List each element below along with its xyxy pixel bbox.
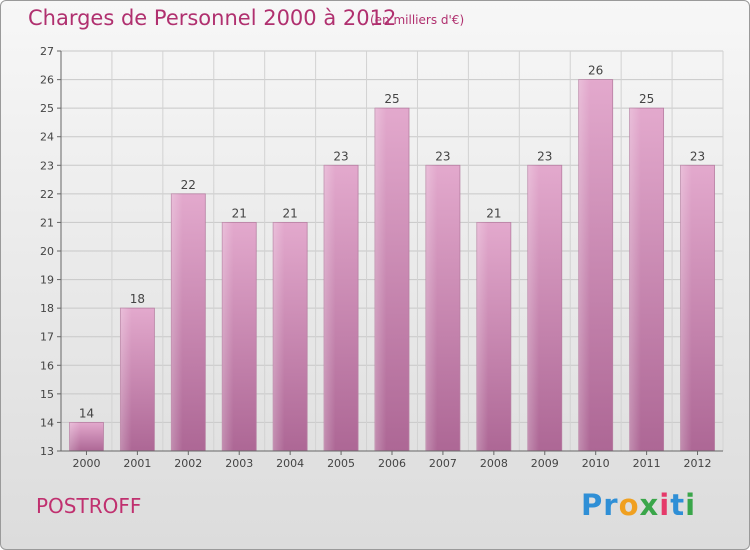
logo-letter: i bbox=[659, 488, 671, 522]
x-tick-label: 2000 bbox=[72, 457, 100, 470]
bar-highlight bbox=[273, 222, 285, 451]
bar-highlight bbox=[578, 79, 591, 452]
logo-letter: i bbox=[685, 488, 697, 522]
chart-subtitle: (en milliers d'€) bbox=[370, 13, 465, 27]
value-label: 26 bbox=[588, 64, 603, 78]
y-tick-label: 27 bbox=[40, 45, 54, 58]
x-tick-label: 2002 bbox=[174, 457, 202, 470]
y-tick-label: 22 bbox=[40, 188, 54, 201]
x-tick-label: 2007 bbox=[429, 457, 457, 470]
x-tick-label: 2009 bbox=[531, 457, 559, 470]
bar-highlight bbox=[120, 308, 132, 451]
x-tick-label: 2010 bbox=[582, 457, 610, 470]
bar-highlight bbox=[476, 222, 489, 451]
y-tick-label: 16 bbox=[40, 359, 54, 372]
x-tick-label: 2001 bbox=[123, 457, 151, 470]
value-label: 23 bbox=[537, 149, 552, 163]
proxiti-logo: Proxiti bbox=[581, 488, 696, 522]
value-label: 23 bbox=[690, 149, 705, 163]
logo-letter: t bbox=[670, 488, 686, 522]
value-label: 25 bbox=[639, 92, 654, 106]
bar-highlight bbox=[629, 108, 641, 452]
y-tick-label: 21 bbox=[40, 216, 54, 229]
bar-highlight bbox=[375, 108, 387, 452]
bar-highlight bbox=[222, 222, 234, 451]
value-label: 23 bbox=[333, 149, 348, 163]
bar-highlight bbox=[171, 193, 183, 451]
y-tick-label: 18 bbox=[40, 302, 54, 315]
value-label: 22 bbox=[181, 178, 196, 192]
y-tick-label: 17 bbox=[40, 331, 54, 344]
x-tick-label: 2011 bbox=[633, 457, 661, 470]
logo-letter: x bbox=[639, 488, 660, 522]
bar-highlight bbox=[69, 422, 81, 451]
logo-letter: o bbox=[618, 488, 640, 522]
logo-letter: P bbox=[581, 488, 604, 522]
y-tick-label: 24 bbox=[40, 131, 54, 144]
chart-title: Charges de Personnel 2000 à 2012 bbox=[28, 6, 397, 30]
value-label: 18 bbox=[130, 292, 145, 306]
y-tick-label: 20 bbox=[40, 245, 54, 258]
logo-letter: r bbox=[603, 488, 619, 522]
x-tick-label: 2003 bbox=[225, 457, 253, 470]
y-tick-label: 26 bbox=[40, 74, 54, 87]
x-tick-label: 2008 bbox=[480, 457, 508, 470]
bar-highlight bbox=[680, 165, 692, 452]
value-label: 21 bbox=[283, 206, 298, 220]
y-tick-label: 15 bbox=[40, 388, 54, 401]
x-tick-label: 2006 bbox=[378, 457, 406, 470]
y-tick-label: 19 bbox=[40, 274, 54, 287]
y-tick-label: 23 bbox=[40, 159, 54, 172]
value-label: 23 bbox=[435, 149, 450, 163]
x-tick-label: 2012 bbox=[684, 457, 712, 470]
y-tick-label: 25 bbox=[40, 102, 54, 115]
x-tick-label: 2005 bbox=[327, 457, 355, 470]
y-tick-label: 14 bbox=[40, 416, 54, 429]
value-label: 21 bbox=[232, 206, 247, 220]
y-tick-label: 13 bbox=[40, 445, 54, 458]
value-label: 14 bbox=[79, 406, 94, 420]
place-name: POSTROFF bbox=[36, 494, 142, 518]
bar-highlight bbox=[324, 165, 336, 452]
x-tick-label: 2004 bbox=[276, 457, 304, 470]
bar-highlight bbox=[425, 165, 438, 452]
value-label: 25 bbox=[384, 92, 399, 106]
value-label: 21 bbox=[486, 206, 501, 220]
bar-highlight bbox=[527, 165, 540, 452]
